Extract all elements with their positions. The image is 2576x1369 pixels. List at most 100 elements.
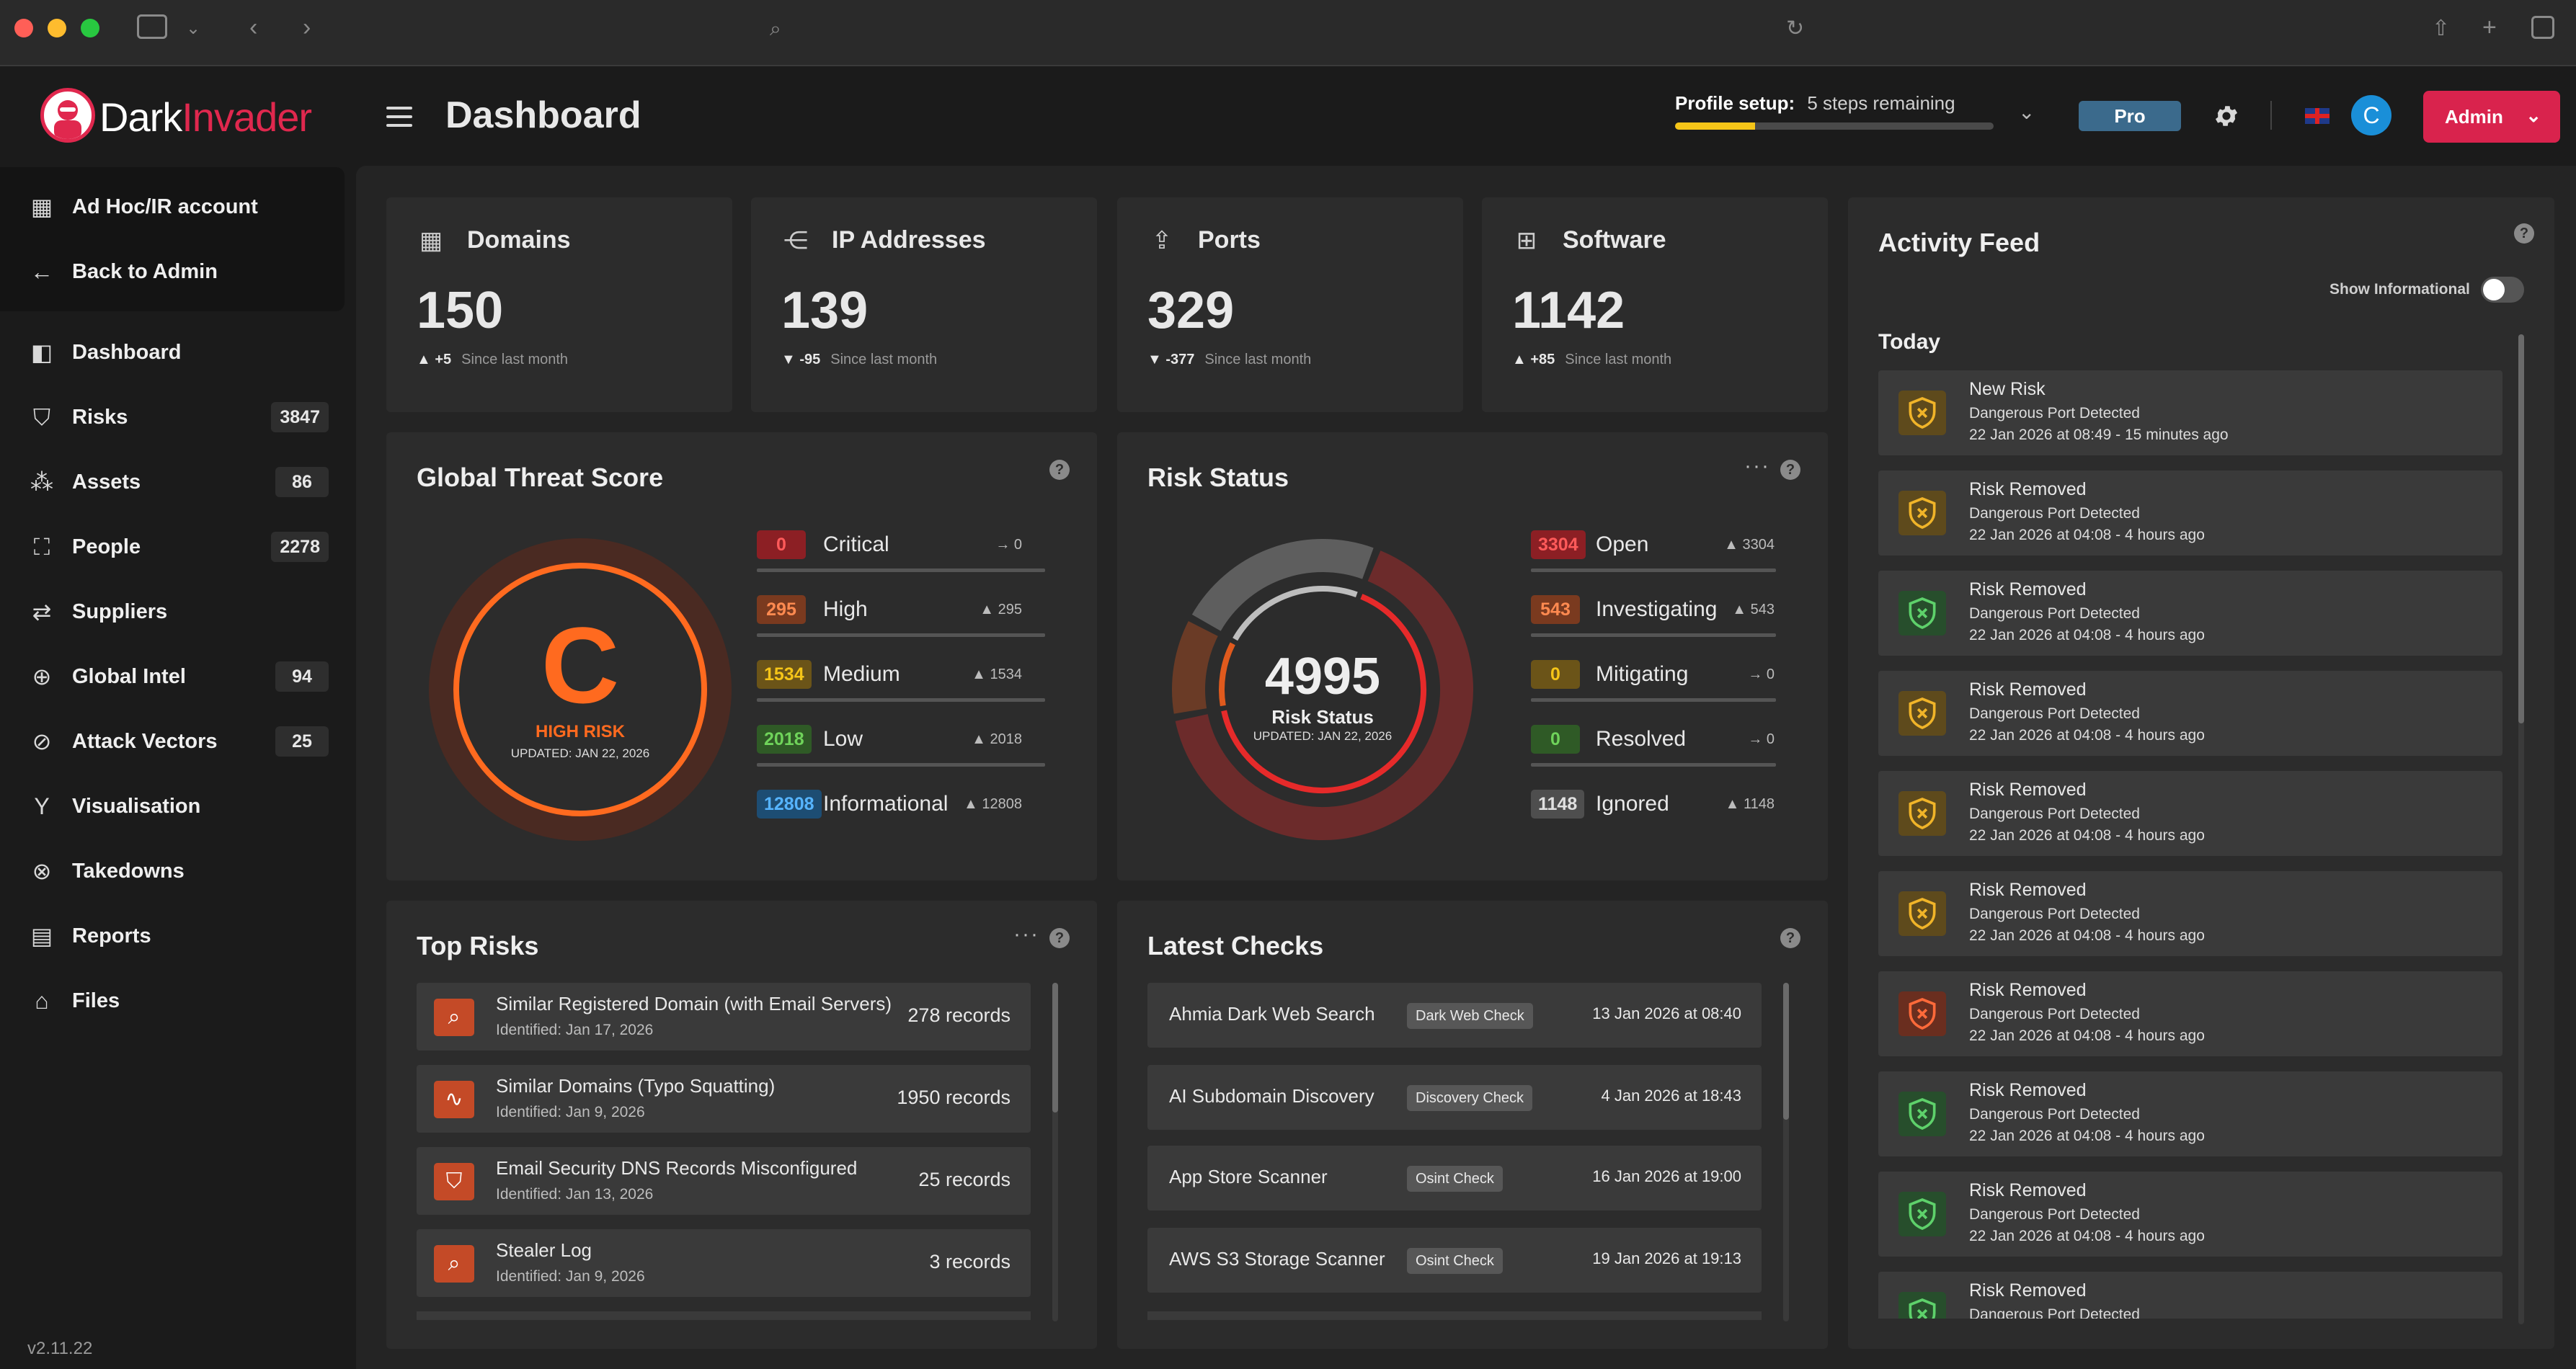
trend-value: → 0	[995, 537, 1022, 553]
stat-delta: ▼ -95 Since last month	[781, 352, 938, 367]
stat-card-ports[interactable]: ⇪ Ports 329 ▼ -377 Since last month	[1117, 197, 1463, 412]
check-row[interactable]: AI Subdomain Discovery Discovery Check 4…	[1147, 1065, 1762, 1130]
shield-x-icon	[1898, 491, 1946, 535]
check-name: AWS S3 Storage Scanner	[1169, 1248, 1385, 1270]
sidebar-item-reports[interactable]: ▤ Reports	[0, 911, 339, 961]
stat-card-domains[interactable]: ▦ Domains 150 ▲ +5 Since last month	[386, 197, 732, 412]
sidebar-item-takedowns[interactable]: ⊗ Takedowns	[0, 846, 339, 896]
help-icon[interactable]: ?	[1780, 460, 1800, 480]
stat-delta: ▲ +85 Since last month	[1512, 352, 1672, 367]
activity-timestamp: 22 Jan 2026 at 04:08 - 4 hours ago	[1969, 627, 2205, 643]
show-informational-toggle[interactable]	[2481, 277, 2524, 303]
more-options-icon[interactable]: ···	[1013, 922, 1039, 946]
hamburger-menu-icon[interactable]	[386, 107, 412, 127]
back-icon[interactable]: ‹	[249, 14, 258, 41]
user-avatar[interactable]: C	[2351, 95, 2391, 135]
risk-records: 3 records	[929, 1251, 1011, 1272]
help-icon[interactable]: ?	[1049, 460, 1070, 480]
stat-delta: ▼ -377 Since last month	[1147, 352, 1312, 367]
activity-item[interactable]: Risk Removed Dangerous Port Detected 22 Ja…	[1878, 971, 2502, 1056]
top-risk-row[interactable]: ∿ Similar Domains (Typo Squatting) Ident…	[417, 1065, 1031, 1133]
share-icon[interactable]: ⇧	[2432, 17, 2451, 40]
sidebar-item-risks[interactable]: ⛉ Risks 3847	[0, 392, 339, 442]
upload-icon: ⇪	[1151, 227, 1173, 254]
close-window-button[interactable]	[14, 19, 33, 37]
legend-row[interactable]: 0 Mitigating → 0	[1531, 656, 1776, 702]
globe-icon: ⊕	[32, 664, 52, 690]
scrollbar[interactable]	[1783, 983, 1789, 1321]
legend-divider	[1531, 568, 1776, 572]
legend-row[interactable]: 3304 Open ▲ 3304	[1531, 526, 1776, 572]
admin-menu-button[interactable]: Admin ⌄	[2423, 91, 2560, 143]
help-icon[interactable]: ?	[2514, 223, 2534, 244]
activity-item[interactable]: Risk Removed Dangerous Port Detected 22 Ja…	[1878, 671, 2502, 756]
check-type-tag: Dark Web Check	[1407, 1003, 1533, 1029]
forward-icon[interactable]: ›	[303, 14, 311, 41]
gear-icon[interactable]	[2213, 102, 2240, 133]
shield-x-icon	[1898, 591, 1946, 636]
tabs-overview-icon[interactable]	[2531, 16, 2554, 39]
scrollbar[interactable]	[2518, 334, 2524, 1324]
stat-card-ip-addresses[interactable]: ⋲ IP Addresses 139 ▼ -95 Since last month	[751, 197, 1097, 412]
activity-timestamp: 22 Jan 2026 at 04:08 - 4 hours ago	[1969, 727, 2205, 744]
check-row[interactable]: App Store Scanner Osint Check 16 Jan 202…	[1147, 1146, 1762, 1210]
legend-row[interactable]: 543 Investigating ▲ 543	[1531, 591, 1776, 637]
minimize-window-button[interactable]	[48, 19, 66, 37]
activity-title: Risk Removed	[1969, 880, 2087, 900]
legend-row[interactable]: 0 Resolved → 0	[1531, 721, 1776, 767]
activity-title: Risk Removed	[1969, 1080, 2087, 1100]
shield-x-icon: ⛉	[434, 1163, 474, 1200]
help-icon[interactable]: ?	[1049, 928, 1070, 948]
top-risk-row[interactable]: ⌕ Stealer Log Identified: Jan 9, 2026 3 …	[417, 1229, 1031, 1297]
legend-row[interactable]: 0 Critical → 0	[757, 526, 1045, 572]
new-tab-icon[interactable]: +	[2482, 14, 2497, 41]
top-risk-row[interactable]: ⛉ Email Security DNS Records Misconfigur…	[417, 1147, 1031, 1215]
check-row[interactable]: Ahmia Dark Web Search Dark Web Check 13 …	[1147, 983, 1762, 1048]
browser-toolbar: ⌄ ‹ › ⌕ ↻ ⇧ +	[0, 0, 2576, 66]
sidebar-item-adhoc-account[interactable]: ▦ Ad Hoc/IR account	[0, 182, 339, 232]
activity-item[interactable]: Risk Removed Dangerous Port Detected 22 Ja…	[1878, 571, 2502, 656]
sidebar-item-attack-vectors[interactable]: ⊘ Attack Vectors 25	[0, 716, 339, 767]
search-icon[interactable]: ⌕	[770, 17, 781, 40]
chevron-down-icon[interactable]: ⌄	[2018, 101, 2035, 123]
activity-item[interactable]: Risk Removed Dangerous Port Detected 22 Ja…	[1878, 471, 2502, 556]
sidebar-item-dashboard[interactable]: ◧ Dashboard	[0, 327, 339, 378]
sidebar-count-badge: 3847	[271, 402, 329, 432]
activity-item[interactable]: New Risk Dangerous Port Detected 22 Jan 20…	[1878, 370, 2502, 455]
legend-row[interactable]: 295 High ▲ 295	[757, 591, 1045, 637]
sidebar-item-suppliers[interactable]: ⇄ Suppliers	[0, 587, 339, 637]
top-risk-row[interactable]: ⌕ Similar Registered Domain (with Email …	[417, 983, 1031, 1051]
sidebar-item-back-to-admin[interactable]: ← Back to Admin	[0, 246, 339, 297]
stat-value: 139	[781, 282, 869, 339]
scrollbar[interactable]	[1052, 983, 1058, 1321]
reload-icon[interactable]: ↻	[1786, 17, 1805, 40]
stat-card-software[interactable]: ⊞ Software 1142 ▲ +85 Since last month	[1482, 197, 1828, 412]
sidebar-item-assets[interactable]: ⁂ Assets 86	[0, 457, 339, 507]
sidebar-toggle-icon[interactable]	[137, 14, 167, 39]
maximize-window-button[interactable]	[81, 19, 99, 37]
activity-item[interactable]: Risk Removed Dangerous Port Detected 22 Ja…	[1878, 1172, 2502, 1257]
uk-flag-icon[interactable]	[2305, 108, 2329, 124]
profile-setup-status[interactable]: Profile setup: 5 steps remaining	[1675, 92, 1955, 115]
sidebar-item-global-intel[interactable]: ⊕ Global Intel 94	[0, 651, 339, 702]
risk-records: 25 records	[918, 1169, 1011, 1190]
stat-label: Ports	[1198, 226, 1261, 254]
card-title: Risk Status	[1147, 463, 1289, 492]
chevron-down-icon[interactable]: ⌄	[186, 19, 201, 38]
activity-item[interactable]: Risk Removed Dangerous Port Detected 22 Ja…	[1878, 771, 2502, 856]
activity-item[interactable]: Risk Removed Dangerous Port Detected 22 Ja…	[1878, 871, 2502, 956]
sidebar-item-visualisation[interactable]: Y Visualisation	[0, 781, 339, 831]
legend-row[interactable]: 1148 Ignored ▲ 1148	[1531, 785, 1776, 829]
activity-item[interactable]: Risk Removed Dangerous Port Detected	[1878, 1272, 2502, 1319]
legend-row[interactable]: 2018 Low ▲ 2018	[757, 721, 1045, 767]
legend-row[interactable]: 12808 Informational ▲ 12808	[757, 785, 1045, 829]
more-options-icon[interactable]: ···	[1744, 454, 1770, 478]
activity-item[interactable]: Risk Removed Dangerous Port Detected 22 Ja…	[1878, 1071, 2502, 1156]
legend-label: Ignored	[1596, 792, 1669, 816]
legend-row[interactable]: 1534 Medium ▲ 1534	[757, 656, 1045, 702]
risk-updated: UPDATED: JAN 22, 2026	[1253, 729, 1393, 743]
check-row[interactable]: AWS S3 Storage Scanner Osint Check 19 Ja…	[1147, 1228, 1762, 1293]
sidebar-item-files[interactable]: ⌂ Files	[0, 976, 339, 1026]
sidebar-item-people[interactable]: ⛶ People 2278	[0, 522, 339, 572]
help-icon[interactable]: ?	[1780, 928, 1800, 948]
